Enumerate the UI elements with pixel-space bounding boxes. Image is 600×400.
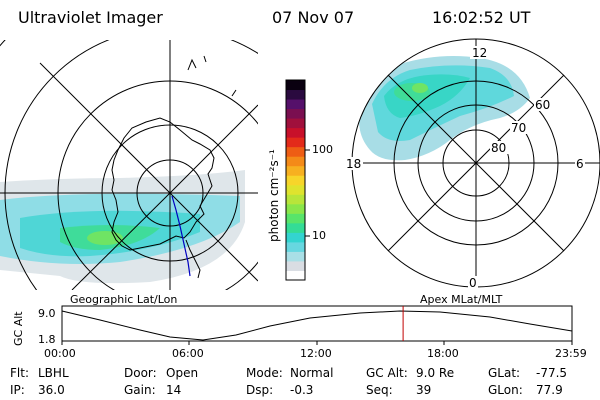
alt-tick-9: 9.0 <box>38 307 56 320</box>
info-door-label: Door: <box>124 366 157 380</box>
mlt-label-6: 6 <box>576 157 584 171</box>
altitude-ylabel: GC Alt <box>12 311 25 346</box>
xtick-1200: 12:00 <box>300 347 332 360</box>
info-gcalt-value: 9.0 Re <box>416 366 455 380</box>
colorbar-swatch <box>286 118 305 129</box>
mlat-label-80: 80 <box>491 141 506 155</box>
mlat-mlt-map: 12 18 6 0 60 70 80 <box>345 38 600 290</box>
info-flt-label: Flt: <box>10 366 29 380</box>
colorbar-swatches <box>286 80 305 281</box>
date-label: 07 Nov 07 <box>272 8 355 27</box>
info-mode-value: Normal <box>290 366 334 380</box>
info-seq-value: 39 <box>416 383 432 397</box>
colorbar-swatch <box>286 213 305 224</box>
colorbar-swatch <box>286 165 305 176</box>
info-dsp-value: -0.3 <box>290 383 314 397</box>
coastline <box>111 117 215 251</box>
info-glat-label: GLat: <box>488 366 521 380</box>
geographic-map <box>0 40 258 290</box>
colorbar-swatch <box>286 194 305 205</box>
colorbar-swatch <box>286 232 305 243</box>
alt-tick-1-8: 1.8 <box>38 333 56 346</box>
colorbar-swatch <box>286 137 305 148</box>
xtick-1800: 18:00 <box>427 347 459 360</box>
info-door-value: Open <box>166 366 199 380</box>
xtick-0000: 00:00 <box>44 347 76 360</box>
colorbar-tick-10: 10 <box>312 229 326 242</box>
auroral-emission-left <box>0 170 245 284</box>
colorbar-swatch <box>286 260 305 271</box>
colorbar: 100 10 photon cm⁻²s⁻¹ <box>267 79 333 281</box>
colorbar-swatch <box>286 89 305 100</box>
info-glon-label: GLon: <box>488 383 523 397</box>
info-ip-label: IP: <box>10 383 25 397</box>
colorbar-swatch <box>286 222 305 233</box>
info-flt-value: LBHL <box>38 366 69 380</box>
mlat-label-60: 60 <box>535 98 550 112</box>
colorbar-tick-100: 100 <box>312 143 333 156</box>
colorbar-swatch <box>286 156 305 167</box>
info-gain-label: Gain: <box>124 383 156 397</box>
info-seq-label: Seq: <box>366 383 393 397</box>
altitude-curve <box>61 310 573 341</box>
colorbar-swatch <box>286 127 305 138</box>
xtick-2359: 23:59 <box>555 347 587 360</box>
colorbar-swatch <box>286 146 305 157</box>
mlt-label-18: 18 <box>346 157 361 171</box>
instrument-title: Ultraviolet Imager <box>18 8 163 27</box>
info-ip-value: 36.0 <box>38 383 65 397</box>
colorbar-swatch <box>286 184 305 195</box>
colorbar-unit: photon cm⁻²s⁻¹ <box>267 149 281 242</box>
left-map-label: Geographic Lat/Lon <box>70 293 177 306</box>
mlt-label-12: 12 <box>472 46 487 60</box>
mlat-label-70: 70 <box>511 121 526 135</box>
time-label: 16:02:52 UT <box>432 8 531 27</box>
colorbar-swatch <box>286 80 305 91</box>
colorbar-swatch <box>286 99 305 110</box>
mlt-label-0: 0 <box>469 276 477 290</box>
info-gcalt-label: GC Alt: <box>366 366 408 380</box>
info-dsp-label: Dsp: <box>246 383 274 397</box>
right-map-label: Apex MLat/MLT <box>420 293 503 306</box>
meridian-track <box>171 195 191 277</box>
info-glat-value: -77.5 <box>536 366 568 380</box>
info-mode-label: Mode: <box>246 366 283 380</box>
colorbar-swatch <box>286 108 305 119</box>
xtick-0600: 06:00 <box>172 347 204 360</box>
colorbar-swatch <box>286 241 305 252</box>
colorbar-swatch <box>286 270 305 281</box>
info-gain-value: 14 <box>166 383 182 397</box>
colorbar-swatch <box>286 175 305 186</box>
info-glon-value: 77.9 <box>536 383 563 397</box>
colorbar-swatch <box>286 251 305 262</box>
altitude-plot: 9.0 1.8 GC Alt 00:00 06:00 12:00 18:00 2… <box>12 305 587 360</box>
colorbar-swatch <box>286 203 305 214</box>
